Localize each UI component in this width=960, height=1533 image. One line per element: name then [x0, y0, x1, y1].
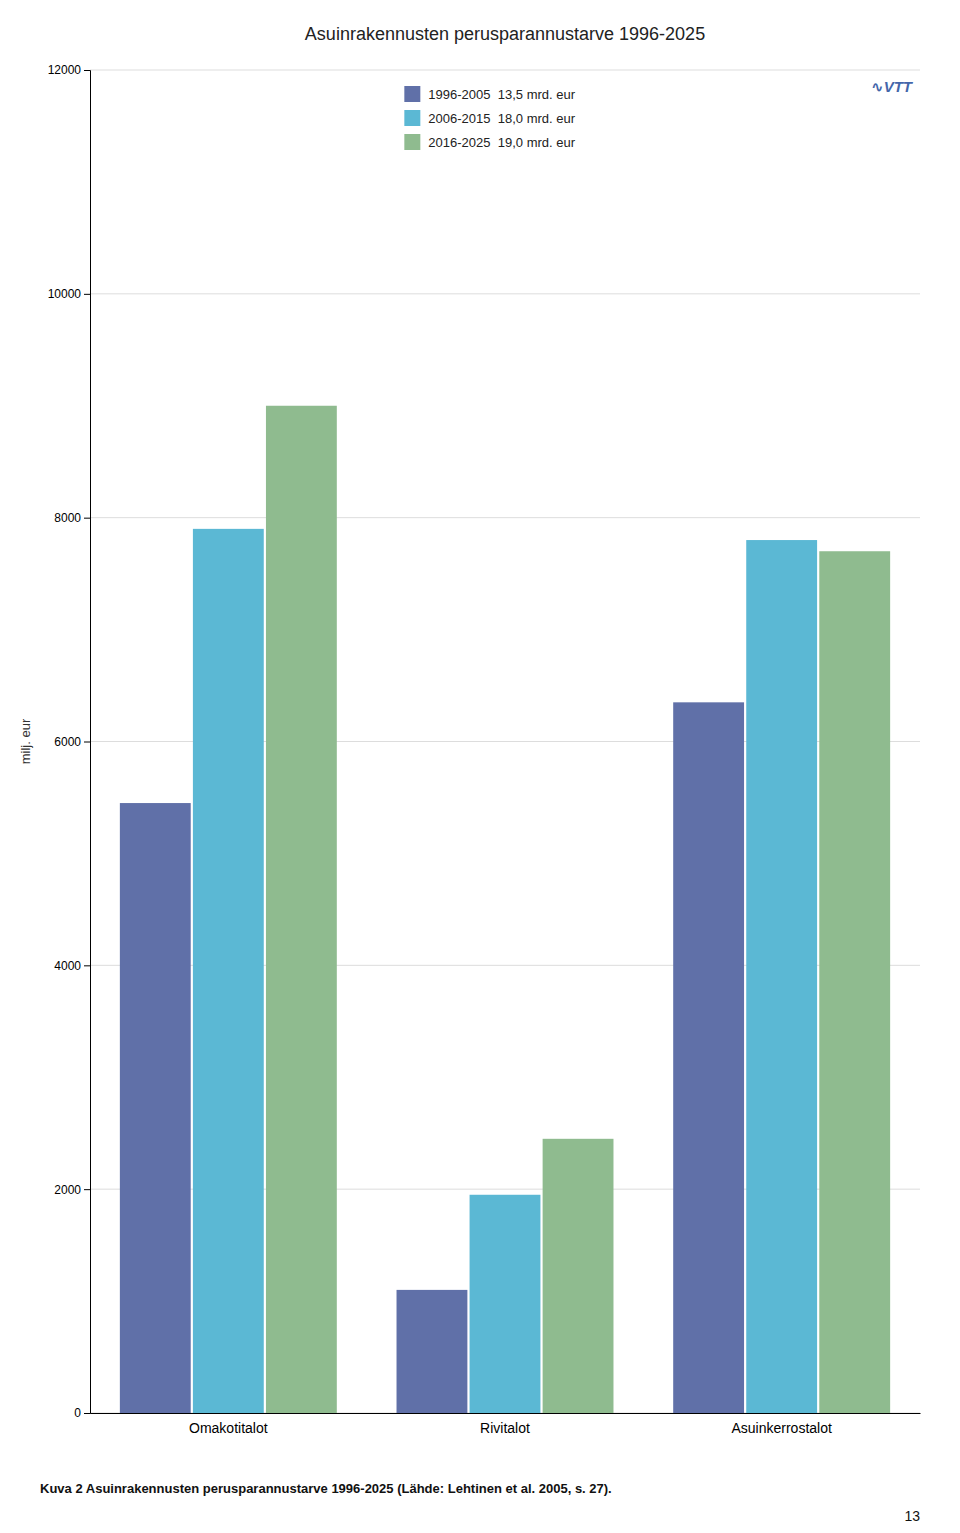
- x-tick-label: Asuinkerrostalot: [731, 1420, 831, 1436]
- y-tick-label: 0: [74, 1406, 81, 1420]
- y-tick-mark: [84, 70, 90, 71]
- legend-item: 2016-2025 19,0 mrd. eur: [404, 134, 575, 150]
- y-tick-mark: [84, 294, 90, 295]
- y-tick: 2000: [54, 1183, 90, 1197]
- legend-label: 2016-2025 19,0 mrd. eur: [428, 135, 575, 150]
- bar: [746, 540, 817, 1413]
- x-tick: Asuinkerrostalot: [731, 1420, 831, 1436]
- grid-line: [90, 517, 920, 518]
- bars: [120, 406, 890, 1413]
- y-axis: 0 2000 4000 6000 8000 10000 12000: [48, 63, 91, 1420]
- y-tick-label: 10000: [48, 287, 82, 301]
- x-axis-line: [91, 1413, 921, 1414]
- y-tick-label: 2000: [54, 1183, 81, 1197]
- y-tick: 6000: [54, 735, 90, 749]
- logo-annotation: ∿VTT: [871, 78, 914, 95]
- chart-title: Asuinrakennusten perusparannustarve 1996…: [305, 24, 705, 44]
- grid-line: [90, 293, 920, 294]
- y-tick: 0: [74, 1406, 90, 1420]
- y-tick-label: 8000: [54, 511, 81, 525]
- bar: [543, 1139, 614, 1413]
- grid-line: [90, 70, 920, 71]
- x-tick-label: Omakotitalot: [189, 1420, 268, 1436]
- bar: [397, 1290, 468, 1413]
- y-axis-title: milj. eur: [18, 718, 33, 764]
- legend-item: 2006-2015 18,0 mrd. eur: [404, 110, 575, 126]
- x-tick: Omakotitalot: [189, 1420, 268, 1436]
- y-tick: 12000: [48, 63, 90, 77]
- legend-item: 1996-2005 13,5 mrd. eur: [404, 86, 575, 102]
- x-tick-label: Rivitalot: [480, 1420, 530, 1436]
- y-tick: 10000: [48, 287, 90, 301]
- y-axis-line: [84, 71, 91, 1414]
- bar: [470, 1195, 541, 1413]
- y-tick: 4000: [54, 959, 90, 973]
- y-tick: 8000: [54, 511, 90, 525]
- grid: [90, 70, 920, 1413]
- legend-swatch: [404, 110, 420, 126]
- y-tick-label: 4000: [54, 959, 81, 973]
- y-tick-mark: [84, 742, 90, 743]
- page-number: 13: [904, 1508, 920, 1524]
- bar-series: [266, 406, 890, 1413]
- y-tick-mark: [84, 965, 90, 966]
- bar: [673, 702, 744, 1413]
- legend-label: 2006-2015 18,0 mrd. eur: [428, 111, 575, 126]
- bar: [120, 803, 191, 1413]
- bar: [193, 529, 264, 1413]
- x-tick: Rivitalot: [480, 1420, 530, 1436]
- y-tick-mark: [84, 1413, 90, 1414]
- bar: [819, 551, 890, 1413]
- y-tick-mark: [84, 518, 90, 519]
- plot-area: 0 2000 4000 6000 8000 10000 12000 Omakotitalot R…: [18, 63, 921, 1436]
- y-tick-label: 12000: [48, 63, 82, 77]
- legend-swatch: [404, 86, 420, 102]
- bar: [266, 406, 337, 1413]
- legend-label: 1996-2005 13,5 mrd. eur: [428, 87, 575, 102]
- legend-swatch: [404, 134, 420, 150]
- y-tick-label: 6000: [54, 735, 81, 749]
- y-tick-mark: [84, 1189, 90, 1190]
- x-axis: Omakotitalot Rivitalot Asuinkerrostalot: [91, 1414, 921, 1436]
- legend: 1996-2005 13,5 mrd. eur 2006-2015 18,0 mr…: [404, 86, 575, 150]
- chart-svg: 0 2000 4000 6000 8000 10000 12000 Omakotitalot R…: [0, 0, 960, 1533]
- caption: Kuva 2 Asuinrakennusten perusparannustar…: [40, 1481, 612, 1496]
